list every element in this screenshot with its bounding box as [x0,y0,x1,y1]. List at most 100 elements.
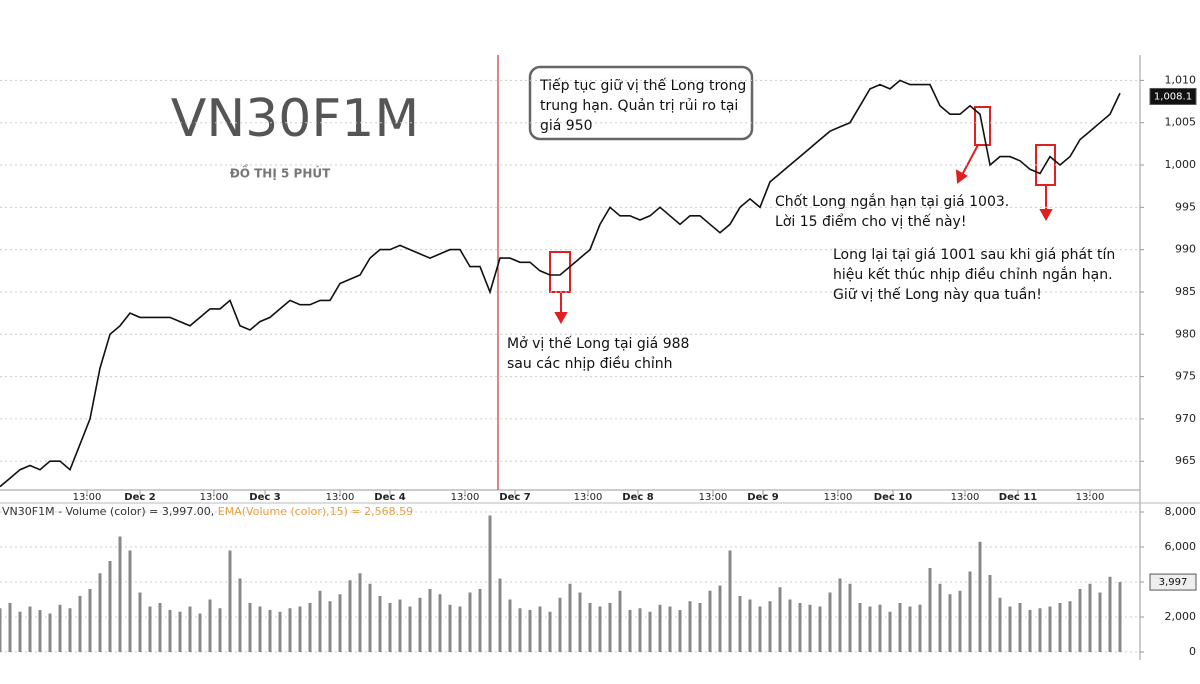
highlight-box [549,251,571,293]
volume-bar [1018,603,1022,652]
volume-bar [448,604,452,652]
volume-bar [48,613,52,652]
volume-bar [338,594,342,652]
volume-bar [928,568,932,652]
last-value-box [1149,573,1197,591]
volume-bar [678,610,682,652]
volume-bar [668,606,672,652]
chart-title: VN30F1M [171,89,420,149]
volume-bar [558,597,562,652]
volume-bar [348,580,352,652]
y-tick-label: 990 [1175,243,1196,256]
y-tick-label: 6,000 [1165,540,1197,553]
volume-bar [858,603,862,652]
volume-bar [718,585,722,652]
x-tick-label: 13:00 [824,492,853,503]
volume-bar [318,590,322,652]
x-tick-label: 13:00 [326,492,355,503]
volume-bar [988,575,992,652]
volume-bar [1108,576,1112,652]
volume-bar [498,578,502,652]
volume-bar [378,596,382,652]
volume-bar [1038,608,1042,652]
volume-bar [1058,603,1062,652]
legend-entry: EMA(Volume (color),15) = 2,568.59 [218,505,413,518]
volume-bar [738,596,742,652]
volume-bar [208,599,212,652]
volume-bar [608,603,612,652]
volume-bar [138,592,142,652]
volume-bar [878,604,882,652]
volume-bar [1028,610,1032,652]
volume-bar [298,606,302,652]
volume-bar [198,613,202,652]
x-tick-label: Dec 4 [374,492,405,503]
volume-bar [628,610,632,652]
volume-bar [528,610,532,652]
volume-bar [568,583,572,652]
volume-bar [428,589,432,652]
volume-bar [168,610,172,652]
volume-bar [18,611,22,652]
volume-bar [38,610,42,652]
x-tick-label: 13:00 [699,492,728,503]
x-tick-label: Dec 7 [499,492,530,503]
volume-bar [88,589,92,652]
x-tick-label: Dec 2 [124,492,155,503]
annotation: giá 950 [540,118,593,134]
volume-bar [768,601,772,652]
volume-bar [1078,589,1082,652]
volume-bar [518,608,522,652]
volume-bar [288,608,292,652]
volume-bar [538,606,542,652]
volume-bar [238,578,242,652]
annotation: Tiếp tục giữ vị thế Long trong [539,77,746,94]
volume-bar [308,603,312,652]
volume-bar [458,606,462,652]
annotation: Giữ vị thế Long này qua tuần! [833,286,1042,303]
volume-bar [368,583,372,652]
volume-bar [58,604,62,652]
annotation: hiệu kết thúc nhịp điều chỉnh ngắn hạn. [833,266,1113,283]
x-tick-label: Dec 10 [874,492,912,503]
volume-bar [818,606,822,652]
volume-bar [698,603,702,652]
annotation: trung hạn. Quản trị rủi ro tại [540,98,738,114]
volume-bar [868,606,872,652]
volume-bar [658,604,662,652]
volume-bar [708,590,712,652]
highlight-box [974,106,991,146]
last-value-box [1149,87,1197,105]
volume-bar [1118,582,1122,652]
volume-bar [898,603,902,652]
volume-bar [68,608,72,652]
y-tick-label: 980 [1175,327,1196,340]
volume-bar [848,583,852,652]
volume-bar [188,606,192,652]
volume-bar [1008,606,1012,652]
legend-entry: VN30F1M - Volume (color) = 3,997.00, [2,505,218,518]
volume-legend: VN30F1M - Volume (color) = 3,997.00, EMA… [2,505,413,518]
volume-bar [328,601,332,652]
volume-bar [638,608,642,652]
annotation: Chốt Long ngắn hạn tại giá 1003. [775,193,1009,210]
price-line [0,79,1121,488]
volume-bar [958,590,962,652]
volume-bar [1068,601,1072,652]
volume-bar [938,583,942,652]
chart-subtitle: ĐỒ THỊ 5 PHÚT [230,164,331,181]
volume-bar [888,611,892,652]
volume-bar [808,604,812,652]
volume-bar [648,611,652,652]
volume-bar [1098,592,1102,652]
x-tick-label: 13:00 [73,492,102,503]
volume-bar [918,604,922,652]
x-tick-label: Dec 3 [249,492,280,503]
volume-bar [268,610,272,652]
x-tick-label: Dec 9 [747,492,778,503]
note-box [528,65,754,141]
annotation: Lời 15 điểm cho vị thế này! [775,213,966,230]
y-tick-label: 970 [1175,412,1196,425]
volume-bar [178,611,182,652]
